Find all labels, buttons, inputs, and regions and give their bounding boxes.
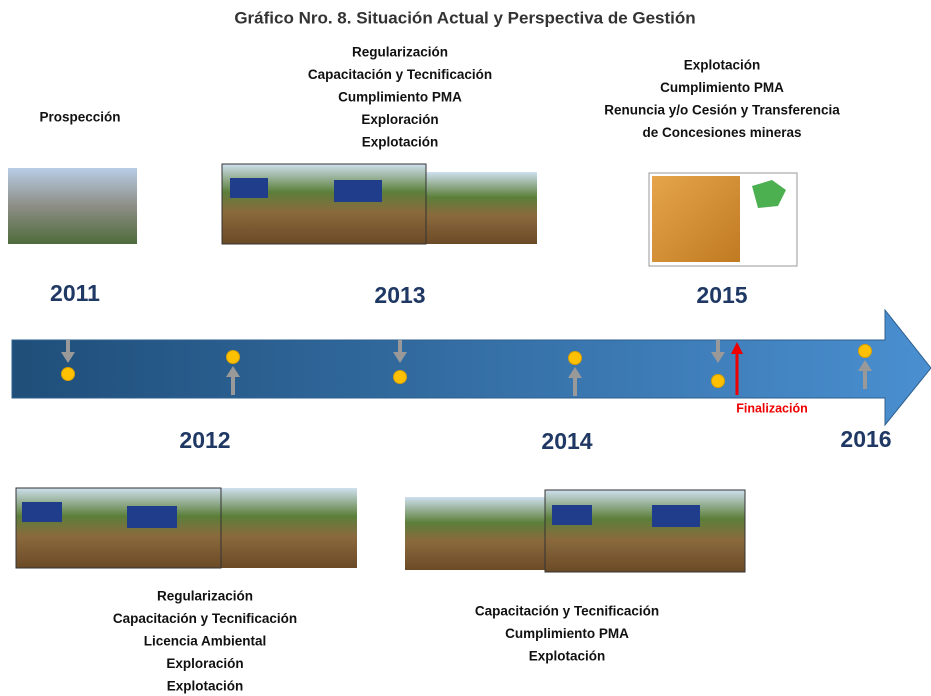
activity: Licencia Ambiental <box>144 634 267 649</box>
pointer <box>393 352 407 363</box>
year-label: 2013 <box>374 282 425 308</box>
year-label: 2011 <box>50 280 100 306</box>
year-label: 2015 <box>696 282 747 308</box>
milestone-dot <box>61 367 75 381</box>
milestone-dot <box>226 350 240 364</box>
milestone-dot <box>393 370 407 384</box>
finalization-label: Finalización <box>736 401 808 415</box>
milestone-dot <box>858 344 872 358</box>
year-label: 2014 <box>541 428 592 454</box>
activity: Renuncia y/o Cesión y Transferencia <box>604 103 840 118</box>
activity: Exploración <box>361 112 438 127</box>
activity: Explotación <box>684 58 761 73</box>
pointer <box>568 367 582 378</box>
pointer <box>863 369 867 389</box>
year-label: 2012 <box>179 427 230 453</box>
year-label: 2016 <box>840 426 891 452</box>
pointer <box>711 352 725 363</box>
photo-strip <box>15 487 357 569</box>
map-image <box>648 172 798 267</box>
pointer <box>231 375 235 395</box>
activity: Explotación <box>529 649 606 664</box>
photo-strip <box>221 163 537 245</box>
finalization-arrow <box>731 342 743 354</box>
activity: de Concesiones mineras <box>642 125 801 140</box>
pointer <box>61 352 75 363</box>
timeline-arrow <box>11 308 931 427</box>
activity: Explotación <box>167 679 244 694</box>
pointer <box>573 376 577 396</box>
activity: Capacitación y Tecnificación <box>113 611 297 626</box>
photo-strip <box>405 489 746 573</box>
activity: Cumplimiento PMA <box>505 626 629 641</box>
activity: Prospección <box>39 110 120 125</box>
pointer <box>66 340 70 354</box>
milestone-dot <box>711 374 725 388</box>
pointer <box>716 340 720 354</box>
activity: Capacitación y Tecnificación <box>475 604 659 619</box>
pointer <box>226 366 240 377</box>
title: Gráfico Nro. 8. Situación Actual y Persp… <box>234 8 695 27</box>
activity: Regularización <box>157 589 253 604</box>
activity: Explotación <box>362 135 439 150</box>
pointer <box>398 340 402 354</box>
activity: Regularización <box>352 45 448 60</box>
photo <box>8 168 137 244</box>
pointer <box>858 360 872 371</box>
milestone-dot <box>568 351 582 365</box>
activity: Capacitación y Tecnificación <box>308 67 492 82</box>
activity: Cumplimiento PMA <box>338 90 462 105</box>
activity: Cumplimiento PMA <box>660 80 784 95</box>
activity: Exploración <box>166 656 243 671</box>
